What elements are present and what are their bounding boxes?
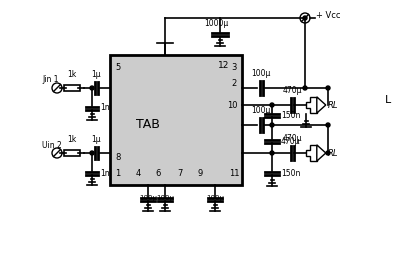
Circle shape — [270, 103, 274, 107]
Text: 8: 8 — [115, 152, 121, 162]
Bar — [110, 55, 242, 185]
Circle shape — [270, 123, 274, 127]
Polygon shape — [317, 145, 326, 161]
Circle shape — [270, 151, 274, 155]
Text: 1n: 1n — [100, 168, 110, 178]
Text: 6: 6 — [155, 168, 161, 178]
Text: 470μ: 470μ — [282, 134, 302, 143]
Text: Uin 2: Uin 2 — [42, 140, 62, 150]
Circle shape — [303, 16, 307, 20]
Circle shape — [90, 86, 94, 90]
Text: + Vcc: + Vcc — [316, 11, 340, 21]
Bar — [64, 85, 80, 91]
Text: RL: RL — [328, 101, 338, 109]
Text: TAB: TAB — [136, 119, 160, 132]
Text: 1: 1 — [115, 168, 121, 178]
Text: 1000μ: 1000μ — [204, 19, 228, 27]
Text: Jin 1: Jin 1 — [42, 75, 58, 85]
Text: 100μ: 100μ — [206, 195, 224, 201]
Text: L: L — [385, 95, 391, 105]
Circle shape — [90, 151, 94, 155]
Text: 1μ: 1μ — [91, 135, 101, 144]
Text: 470μ: 470μ — [282, 86, 302, 95]
Text: 5: 5 — [115, 62, 121, 71]
Text: 11: 11 — [229, 168, 239, 178]
Text: RL: RL — [328, 149, 338, 157]
Text: 4: 4 — [135, 168, 141, 178]
Text: 7: 7 — [177, 168, 183, 178]
Text: 3: 3 — [231, 62, 237, 71]
Circle shape — [52, 83, 62, 93]
Circle shape — [326, 151, 330, 155]
Text: 100μ: 100μ — [251, 106, 271, 115]
Text: 1k: 1k — [67, 135, 77, 144]
Circle shape — [326, 123, 330, 127]
Text: 150n: 150n — [281, 110, 300, 119]
Circle shape — [303, 86, 307, 90]
Text: 1k: 1k — [67, 70, 77, 79]
Polygon shape — [306, 145, 317, 161]
Text: 2: 2 — [231, 78, 237, 87]
Polygon shape — [317, 97, 326, 113]
Circle shape — [326, 86, 330, 90]
Text: 100μ: 100μ — [156, 195, 174, 201]
Text: 470μ: 470μ — [281, 136, 300, 146]
Text: 9: 9 — [197, 168, 203, 178]
Circle shape — [300, 13, 310, 23]
Text: 100μ: 100μ — [251, 69, 271, 78]
Circle shape — [52, 148, 62, 158]
Text: 12: 12 — [218, 60, 230, 70]
Text: 1n: 1n — [100, 103, 110, 113]
Text: 10: 10 — [227, 101, 237, 109]
Text: 150n: 150n — [281, 168, 300, 178]
Polygon shape — [306, 97, 317, 113]
Text: 100μ: 100μ — [139, 195, 157, 201]
Bar — [64, 150, 80, 156]
Text: 1μ: 1μ — [91, 70, 101, 79]
